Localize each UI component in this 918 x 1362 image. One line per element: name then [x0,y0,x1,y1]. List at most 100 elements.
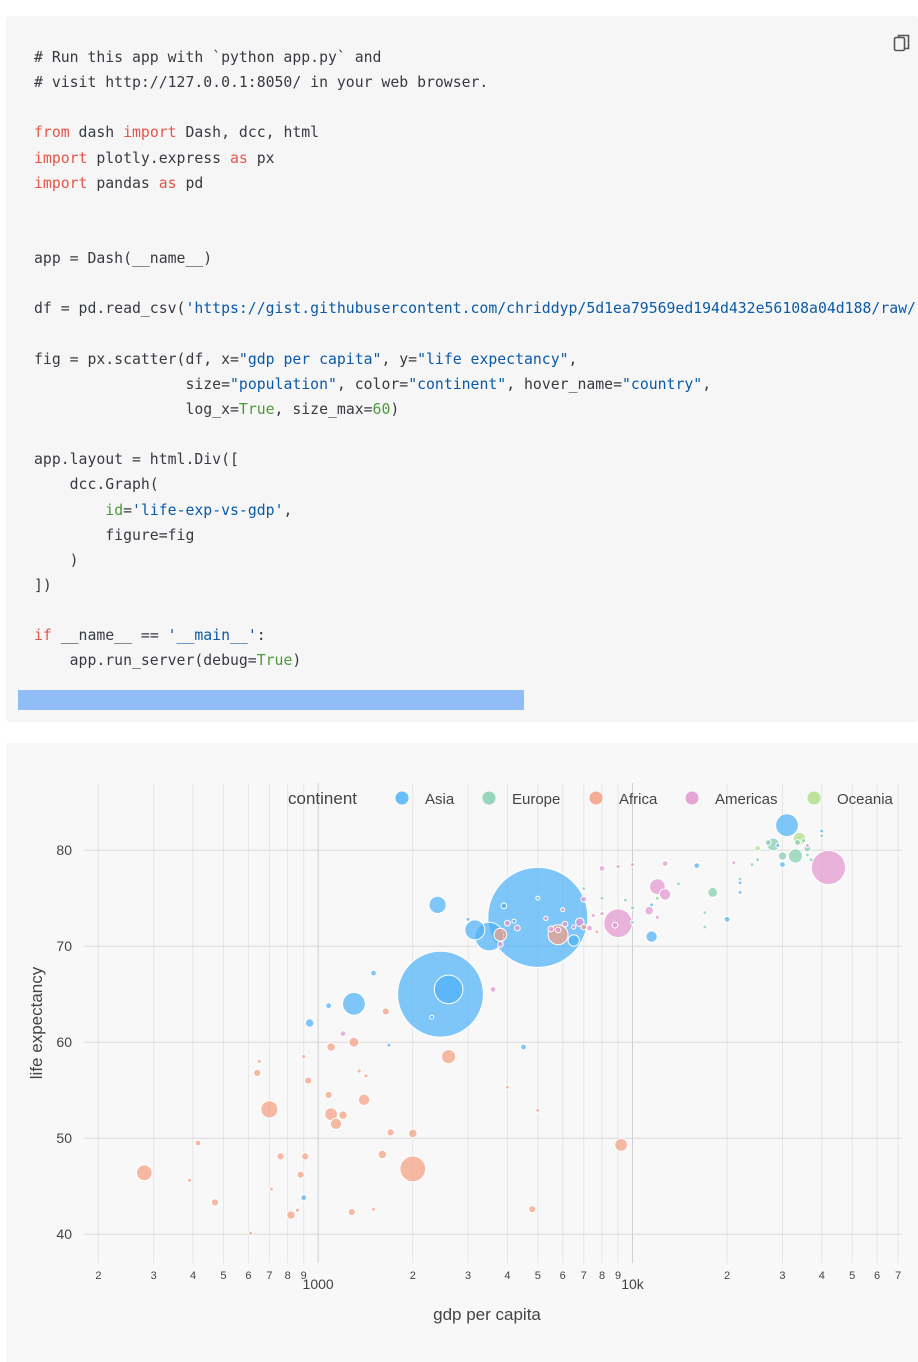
bubble-africa[interactable] [408,1128,418,1139]
bubble-americas[interactable] [611,921,619,929]
bubble-americas[interactable] [599,911,605,917]
bubble-asia[interactable] [819,828,825,834]
bubble-africa[interactable] [399,1155,427,1183]
bubble-asia[interactable] [723,915,731,923]
bubble-americas[interactable] [629,862,636,868]
legend-item-europe[interactable]: Europe [482,791,561,808]
bubble-americas[interactable] [489,986,497,993]
bubble-europe[interactable] [581,886,587,892]
bubble-africa[interactable] [614,1138,628,1152]
bubble-africa[interactable] [286,1210,296,1220]
bubble-americas[interactable] [547,925,555,933]
bubble-americas[interactable] [654,914,661,920]
bubble-asia[interactable] [300,1194,308,1202]
bubble-europe[interactable] [702,924,708,930]
bubble-europe[interactable] [755,857,761,863]
bubble-asia[interactable] [304,1018,315,1028]
bubble-americas[interactable] [339,1030,347,1038]
legend-item-africa[interactable]: Africa [589,791,659,808]
bubble-asia[interactable] [342,991,366,1016]
bubble-asia[interactable] [649,902,655,908]
legend-item-americas[interactable]: Americas [685,791,778,808]
bubble-americas[interactable] [586,924,593,932]
bubble-africa[interactable] [504,1084,510,1090]
bubble-africa[interactable] [296,1170,305,1179]
bubble-africa[interactable] [594,929,600,935]
bubble-asia[interactable] [775,813,799,838]
bubble-asia[interactable] [464,919,486,941]
bubble-asia[interactable] [567,934,580,947]
bubble-africa[interactable] [256,1058,262,1064]
bubble-europe[interactable] [808,857,814,863]
bubble-europe[interactable] [623,897,628,903]
bubble-africa[interactable] [493,927,508,942]
legend[interactable]: continent Asia Europe Africa Americas Oceania [288,789,894,808]
bubble-europe[interactable] [794,839,801,846]
bubble-americas[interactable] [661,860,669,867]
bubble-americas[interactable] [644,905,655,916]
bubble-africa[interactable] [326,1042,336,1052]
bubble-americas[interactable] [504,919,511,927]
bubble-americas[interactable] [615,863,621,870]
bubble-asia[interactable] [693,862,701,869]
bubble-europe[interactable] [777,851,788,861]
bubble-americas[interactable] [580,895,588,903]
bubble-americas[interactable] [571,924,577,930]
bubble-oceania[interactable] [754,844,761,852]
bubble-africa[interactable] [528,1205,537,1214]
bubble-europe[interactable] [707,886,719,898]
bubble-africa[interactable] [248,1230,254,1236]
bubble-africa[interactable] [268,1186,274,1192]
data-points[interactable] [135,813,847,1236]
code-text[interactable]: # Run this app with `python app.py` and #… [34,45,916,674]
bubble-africa[interactable] [371,1206,376,1212]
bubble-europe[interactable] [629,905,636,911]
bubble-africa[interactable] [441,1049,457,1065]
bubble-africa[interactable] [348,1036,360,1048]
legend-item-asia[interactable]: Asia [395,791,455,808]
bubble-africa[interactable] [294,1207,301,1213]
bubble-asia[interactable] [779,861,786,868]
bubble-americas[interactable] [810,849,847,886]
bubble-europe[interactable] [804,852,810,858]
bubble-asia[interactable] [737,889,743,895]
bubble-africa[interactable] [187,1177,193,1183]
bubble-asia[interactable] [325,1002,333,1010]
bubble-africa[interactable] [356,1068,362,1074]
bubble-africa[interactable] [301,1152,310,1161]
bubble-americas[interactable] [543,915,549,921]
bubble-europe[interactable] [535,895,541,901]
bubble-americas[interactable] [513,924,521,932]
bubble-africa[interactable] [535,1107,541,1113]
bubble-europe[interactable] [654,895,660,901]
bubble-africa[interactable] [304,1076,313,1085]
bubble-asia[interactable] [775,842,781,848]
bubble-africa[interactable] [260,1100,279,1119]
bubble-europe[interactable] [702,910,708,916]
bubble-europe[interactable] [749,862,755,868]
bubble-africa[interactable] [363,1073,369,1079]
bubble-americas[interactable] [554,926,562,934]
bubble-americas[interactable] [731,860,737,866]
bubble-asia[interactable] [487,866,589,968]
bubble-europe[interactable] [737,876,743,882]
bubble-europe[interactable] [819,833,825,839]
bubble-africa[interactable] [560,907,566,913]
bubble-asia[interactable] [465,916,471,922]
bubble-europe[interactable] [599,895,605,901]
bubble-americas[interactable] [603,908,633,938]
bubble-asia[interactable] [500,902,508,910]
bubble-asia[interactable] [645,930,658,943]
bubble-asia[interactable] [386,1042,392,1048]
bubble-africa[interactable] [329,1117,343,1130]
bubble-africa[interactable] [135,1164,153,1182]
bubble-europe[interactable] [764,839,772,846]
bubble-asia[interactable] [370,969,377,977]
bubble-europe[interactable] [787,848,804,864]
bubble-africa[interactable] [324,1090,333,1100]
bubble-europe[interactable] [800,838,807,844]
bubble-americas[interactable] [497,940,504,948]
bubble-africa[interactable] [253,1068,262,1077]
bubble-africa[interactable] [377,1149,388,1160]
bubble-asia[interactable] [429,1014,435,1020]
